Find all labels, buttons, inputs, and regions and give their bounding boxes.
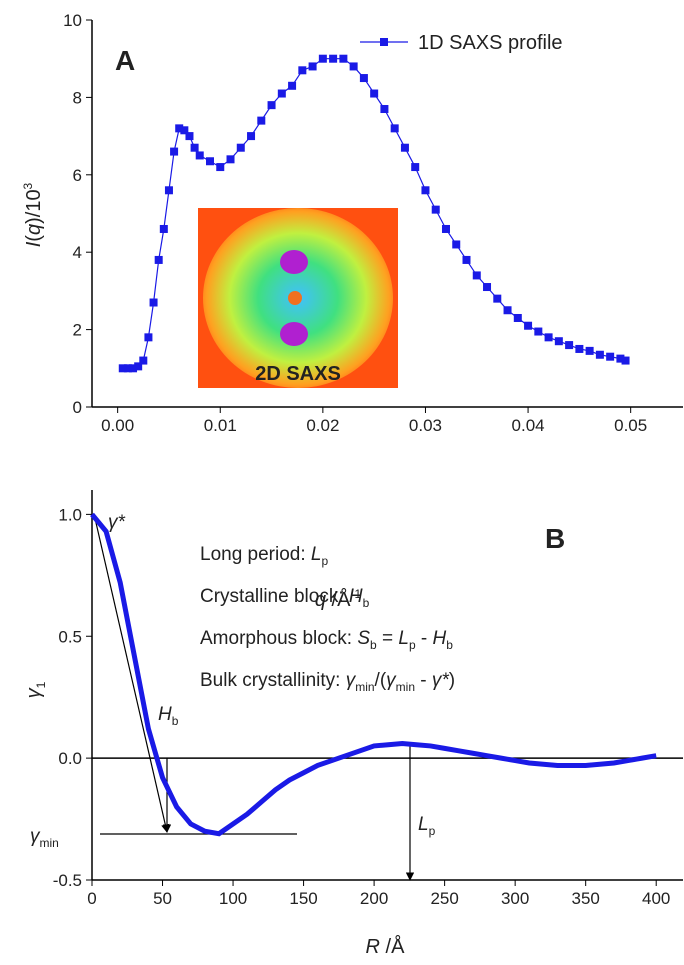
x-tick-label: 150 xyxy=(289,889,317,908)
panel-label: B xyxy=(545,523,565,554)
y-tick-label: 1.0 xyxy=(58,505,82,524)
data-point xyxy=(196,151,204,159)
data-point xyxy=(565,341,573,349)
data-point xyxy=(596,351,604,359)
annotation: γmin xyxy=(30,826,59,850)
data-point xyxy=(401,144,409,152)
data-point xyxy=(278,90,286,98)
data-point xyxy=(473,271,481,279)
y-axis-label: I(q)/103 xyxy=(21,182,45,247)
x-tick-label: 250 xyxy=(430,889,458,908)
x-tick-label: 0 xyxy=(87,889,96,908)
annotation: γ* xyxy=(108,512,126,533)
data-point xyxy=(421,186,429,194)
annotation: Long period: Lp xyxy=(200,544,329,568)
data-point xyxy=(339,55,347,63)
data-point xyxy=(483,283,491,291)
x-tick-label: 0.04 xyxy=(512,416,545,435)
y-tick-label: 2 xyxy=(73,321,82,340)
legend-marker xyxy=(380,38,388,46)
data-point xyxy=(452,240,460,248)
y-axis-label: γ1 xyxy=(23,681,48,698)
data-point xyxy=(165,186,173,194)
figure: 2D SAXS A B q /Å-1 I(q)/103 R /Å γ1 γ* H… xyxy=(0,0,684,965)
data-point xyxy=(257,117,265,125)
y-tick-label: 0 xyxy=(73,398,82,417)
annotation: Amorphous block: Sb = Lp - Hb xyxy=(200,628,453,652)
data-point xyxy=(622,357,630,365)
x-tick-label: 400 xyxy=(642,889,670,908)
y-tick-label: 6 xyxy=(73,166,82,185)
data-point xyxy=(319,55,327,63)
y-tick-label: 0.0 xyxy=(58,749,82,768)
data-point xyxy=(606,353,614,361)
y-tick-label: 10 xyxy=(63,11,82,30)
data-point xyxy=(493,295,501,303)
data-point xyxy=(298,66,306,74)
data-point xyxy=(216,163,224,171)
data-point xyxy=(191,144,199,152)
data-point xyxy=(534,328,542,336)
data-point xyxy=(370,90,378,98)
data-point xyxy=(391,124,399,132)
x-tick-label: 0.02 xyxy=(306,416,339,435)
panel-label: A xyxy=(115,45,135,76)
data-point xyxy=(411,163,419,171)
annotation: Bulk crystallinity: γmin/(γmin - γ*) xyxy=(200,670,455,694)
y-tick-label: -0.5 xyxy=(53,871,82,890)
data-point xyxy=(555,337,563,345)
x-tick-label: 350 xyxy=(571,889,599,908)
data-point xyxy=(150,299,158,307)
y-tick-label: 0.5 xyxy=(58,627,82,646)
data-point xyxy=(329,55,337,63)
x-tick-label: 300 xyxy=(501,889,529,908)
data-point xyxy=(144,333,152,341)
inset-label: 2D SAXS xyxy=(255,363,341,385)
data-point xyxy=(442,225,450,233)
data-point xyxy=(268,101,276,109)
data-point xyxy=(206,157,214,165)
data-point xyxy=(350,62,358,70)
x-tick-label: 50 xyxy=(153,889,172,908)
data-point xyxy=(514,314,522,322)
data-point xyxy=(288,82,296,90)
data-point xyxy=(170,148,178,156)
data-point xyxy=(524,322,532,330)
data-point xyxy=(309,62,317,70)
data-point xyxy=(463,256,471,264)
data-point xyxy=(380,105,388,113)
annotation: Hb xyxy=(158,704,179,728)
x-tick-label: 0.03 xyxy=(409,416,442,435)
x-tick-label: 0.05 xyxy=(614,416,647,435)
x-tick-label: 0.00 xyxy=(101,416,134,435)
data-point xyxy=(504,306,512,314)
y-tick-label: 8 xyxy=(73,88,82,107)
data-point xyxy=(185,132,193,140)
data-point xyxy=(575,345,583,353)
data-point xyxy=(247,132,255,140)
y-tick-label: 4 xyxy=(73,243,82,262)
data-point xyxy=(160,225,168,233)
x-tick-label: 100 xyxy=(219,889,247,908)
data-point xyxy=(237,144,245,152)
data-point xyxy=(155,256,163,264)
x-tick-label: 0.01 xyxy=(204,416,237,435)
data-point xyxy=(139,357,147,365)
annotation: Crystalline block: Hb xyxy=(200,586,370,610)
inset-image: 2D SAXS xyxy=(198,208,398,388)
legend-label: 1D SAXS profile xyxy=(418,32,563,54)
x-axis-label: R /Å xyxy=(366,935,406,958)
data-point xyxy=(227,155,235,163)
x-tick-label: 200 xyxy=(360,889,388,908)
data-point xyxy=(432,206,440,214)
annotation: Lp xyxy=(418,814,436,838)
data-point xyxy=(360,74,368,82)
data-point xyxy=(586,347,594,355)
data-point xyxy=(545,333,553,341)
